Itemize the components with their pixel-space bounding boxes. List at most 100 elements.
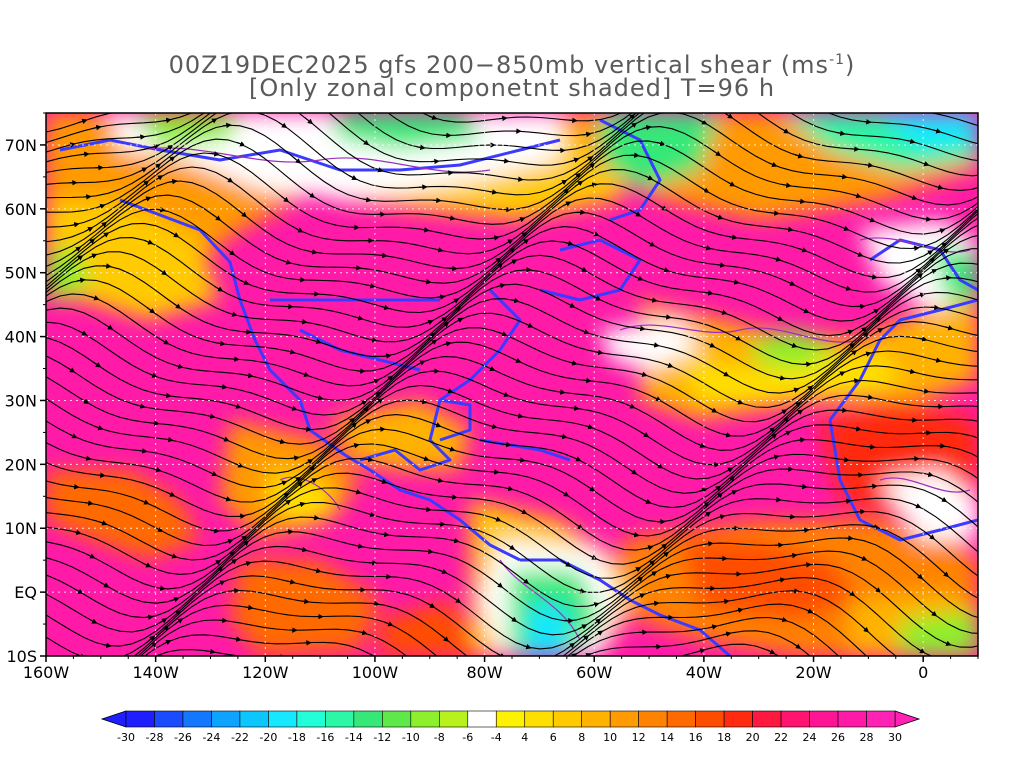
streamline-arrow — [628, 468, 638, 475]
streamline-arrow — [518, 231, 528, 240]
streamline-arrow — [872, 585, 882, 593]
streamline-arrow — [174, 363, 184, 369]
streamline-arrow — [434, 477, 444, 484]
streamline-arrow — [782, 430, 792, 436]
streamline-arrow — [352, 489, 362, 495]
streamline-arrow — [558, 433, 568, 440]
streamline-arrow — [930, 304, 940, 311]
streamline-arrow — [207, 107, 213, 111]
streamline-arrow — [88, 618, 98, 624]
streamline-arrow — [164, 436, 174, 443]
streamline-arrow — [156, 207, 166, 213]
streamline-arrow — [314, 395, 324, 401]
streamline-arrow — [906, 138, 916, 144]
streamline-arrow — [626, 403, 636, 409]
streamline-arrow — [303, 56, 309, 57]
streamline-arrow — [798, 483, 808, 490]
streamline-arrow — [525, 683, 531, 686]
streamline-arrow — [804, 385, 814, 393]
streamline-arrow — [582, 377, 592, 384]
streamline-arrow — [931, 674, 937, 675]
streamline-arrow — [641, 106, 647, 111]
streamline — [46, 293, 978, 394]
streamline — [46, 516, 978, 608]
streamline-arrow — [854, 251, 864, 257]
streamline-arrow — [504, 485, 514, 492]
streamline-arrow — [148, 372, 158, 378]
streamline — [154, 643, 780, 656]
streamline-arrow — [306, 191, 316, 198]
streamline-arrow — [792, 642, 802, 649]
streamline-arrow — [712, 150, 722, 157]
streamline-arrow — [96, 203, 106, 210]
streamline-arrow — [162, 639, 172, 645]
title-line-2: [Only zonal componetnt shaded] T=96 h — [248, 74, 776, 102]
streamline-arrow — [502, 441, 512, 448]
streamline-arrow — [520, 577, 530, 585]
streamline-arrow — [921, 113, 928, 115]
streamline-arrow — [374, 398, 384, 405]
streamline-arrow — [844, 329, 854, 335]
streamline-arrow — [926, 532, 936, 540]
streamline-arrow — [580, 635, 590, 643]
colorbar-swatch — [581, 710, 611, 728]
streamline-arrow — [782, 182, 792, 188]
streamline-arrow — [590, 602, 600, 608]
streamline-arrow — [359, 64, 365, 69]
streamline-arrow — [566, 642, 576, 650]
streamline-arrow — [216, 580, 226, 586]
streamline-arrow — [446, 215, 456, 221]
streamline-arrow — [170, 231, 180, 238]
streamline-arrow — [496, 283, 506, 289]
streamline-arrow — [446, 446, 456, 452]
streamline-arrow — [776, 375, 786, 381]
streamline-arrow — [360, 138, 370, 146]
streamline-arrow — [500, 158, 510, 164]
streamline-arrow — [160, 625, 170, 634]
streamline-arrow — [146, 307, 156, 314]
streamline-arrow — [714, 214, 724, 220]
streamline-arrow — [706, 342, 716, 348]
streamline-arrow — [168, 553, 178, 559]
colorbar-swatch — [438, 710, 469, 728]
streamline-arrow — [244, 604, 254, 611]
streamline-arrow — [94, 425, 104, 431]
colorbar-swatch — [353, 710, 383, 728]
streamline-arrow — [286, 579, 296, 585]
streamline-arrow — [208, 471, 218, 477]
streamline-arrow — [221, 101, 227, 105]
colorbar-label: 4 — [521, 731, 528, 744]
streamline-arrow — [454, 317, 464, 323]
streamline-arrow — [632, 567, 642, 573]
streamline — [46, 472, 978, 565]
streamline-arrow — [506, 544, 516, 550]
streamline-arrow — [846, 342, 856, 351]
streamline-arrow — [226, 551, 236, 559]
streamline-arrow — [170, 597, 180, 603]
streamline-arrow — [924, 250, 934, 256]
streamline-arrow — [494, 262, 504, 271]
lat-tick-label: 70N — [5, 136, 37, 155]
colorbar-swatch — [382, 710, 412, 728]
streamline-arrow — [228, 558, 238, 566]
streamline-arrow — [378, 478, 388, 484]
streamline-arrow — [932, 128, 942, 134]
streamline-arrow — [711, 86, 717, 88]
streamline-arrow — [732, 335, 742, 341]
colorbar-label: -20 — [259, 731, 277, 744]
streamline-arrow — [862, 351, 872, 357]
streamline-arrow — [350, 442, 360, 449]
streamline-arrow — [168, 178, 178, 185]
streamline-arrow — [384, 621, 394, 627]
streamline-arrow — [174, 618, 184, 625]
streamline-arrow — [84, 227, 94, 233]
streamline-arrow — [148, 641, 158, 650]
colorbar-swatch — [495, 710, 526, 728]
colorbar-label: -10 — [402, 731, 420, 744]
streamline-arrow — [872, 316, 881, 325]
streamline-arrow — [366, 511, 376, 518]
streamline-arrow — [140, 499, 150, 505]
streamline-arrow — [712, 485, 722, 493]
streamline-arrow — [848, 350, 858, 357]
colorbar-arrow-left — [100, 710, 127, 728]
